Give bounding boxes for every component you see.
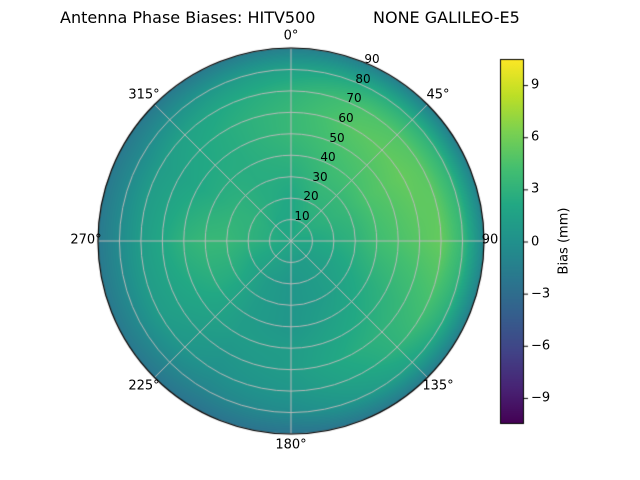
r-tick-label-80: 80 (355, 72, 371, 86)
theta-tick-label-45deg: 45° (426, 87, 450, 103)
colorbar-tick-label-3: 3 (531, 181, 540, 197)
colorbar-axis-label: Bias (mm) (556, 207, 572, 275)
chart-title-right: NONE GALILEO-E5 (373, 8, 520, 27)
theta-tick-label-270deg: 270° (70, 232, 102, 248)
colorbar-tick-label--6: −6 (531, 338, 551, 354)
chart-title-left: Antenna Phase Biases: HITV500 (60, 8, 316, 27)
r-tick-label-60: 60 (338, 111, 354, 125)
colorbar-tick-label--9: −9 (531, 390, 551, 406)
r-tick-label-40: 40 (320, 150, 336, 164)
theta-tick-label-0deg: 0° (283, 28, 299, 44)
theta-tick-label-135deg: 135° (422, 378, 454, 394)
r-tick-label-10: 10 (294, 209, 310, 223)
colorbar-tick-label-6: 6 (531, 129, 540, 145)
r-tick-label-90: 90 (364, 52, 380, 66)
theta-tick-label-90deg: 90 (481, 232, 499, 248)
r-tick-label-20: 20 (303, 189, 319, 203)
r-tick-label-30: 30 (312, 170, 328, 184)
r-tick-label-50: 50 (329, 131, 345, 145)
theta-tick-label-315deg: 315° (128, 87, 160, 103)
theta-tick-label-180deg: 180° (275, 437, 307, 453)
theta-tick-label-225deg: 225° (128, 378, 160, 394)
colorbar-tick-label-0: 0 (531, 234, 540, 250)
colorbar-tick-label--3: −3 (531, 286, 551, 302)
colorbar-tick-label-9: 9 (531, 77, 540, 93)
r-tick-label-70: 70 (346, 91, 362, 105)
